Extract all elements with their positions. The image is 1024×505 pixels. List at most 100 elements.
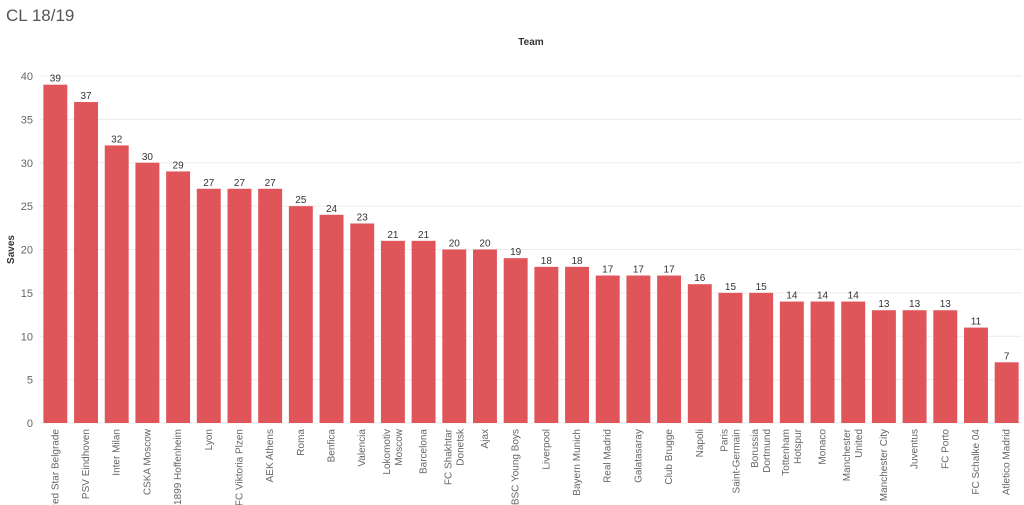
category-label-line: Borussia	[750, 429, 761, 468]
bar	[135, 162, 160, 423]
category-label-line: Liverpool	[541, 429, 552, 470]
data-label: 20	[449, 239, 461, 250]
category-label: FC Shakhtar Donetsk	[443, 428, 466, 485]
category-label: Paris Saint-Germain	[719, 429, 742, 493]
category-label-line: Monaco	[818, 429, 829, 465]
data-label: 39	[50, 74, 62, 85]
data-label: 13	[940, 299, 952, 310]
bar	[227, 188, 252, 423]
data-label: 17	[633, 265, 645, 276]
bar	[104, 145, 129, 423]
y-tick-label: 40	[21, 71, 33, 83]
category-label: Galatasaray	[633, 429, 644, 483]
bar	[442, 249, 467, 423]
data-label: 25	[295, 195, 307, 206]
category-label-line: BSC Young Boys	[511, 429, 522, 505]
bar	[933, 310, 958, 423]
data-label: 37	[80, 91, 92, 102]
data-label: 11	[971, 317, 982, 328]
data-label: 14	[817, 291, 829, 302]
data-label: 27	[203, 178, 215, 189]
category-label: Monaco	[818, 429, 829, 465]
category-label: Bayern Munich	[572, 429, 583, 496]
category-label-line: Dortmund	[762, 429, 773, 473]
data-label: 21	[418, 230, 430, 241]
category-label: Liverpool	[541, 429, 552, 470]
data-label: 20	[479, 239, 491, 250]
category-label-line: Hotspur	[793, 428, 804, 464]
y-tick-label: 35	[21, 114, 33, 126]
bar	[258, 188, 283, 423]
category-label-line: Saint-Germain	[731, 429, 742, 493]
bar	[749, 292, 774, 423]
category-label: Inter Milan	[112, 429, 123, 476]
category-label-line: Lokomotiv	[382, 429, 393, 475]
bar	[473, 249, 497, 423]
bar	[534, 266, 559, 423]
bar	[841, 301, 866, 423]
y-tick-label: 15	[21, 288, 33, 300]
category-label-line: AEK Athens	[265, 429, 276, 482]
category-label: Valencia	[357, 429, 368, 467]
category-label-line: Paris	[719, 429, 730, 452]
bar	[810, 301, 835, 423]
data-label: 24	[326, 204, 338, 215]
data-label: 15	[756, 282, 768, 293]
category-label-line: Benfica	[327, 429, 338, 463]
category-label-line: PSV Eindhoven	[81, 429, 92, 499]
bars	[43, 84, 1019, 424]
bar	[687, 284, 712, 423]
category-label-line: CSKA Moscow	[142, 428, 153, 495]
data-label: 13	[909, 299, 921, 310]
category-label: Manchester United	[842, 428, 865, 481]
category-label: Juventus	[910, 429, 921, 469]
category-label: Club Brugge	[664, 429, 675, 485]
category-label-line: Galatasaray	[633, 429, 644, 483]
category-label-line: Donetsk	[455, 428, 466, 466]
bar	[350, 223, 375, 423]
bar	[718, 292, 743, 423]
data-label: 18	[541, 256, 553, 267]
y-tick-label: 25	[21, 201, 33, 213]
data-label: 16	[694, 273, 706, 284]
data-labels: 39 37 32 30 29 27 27 27 25 24 23 21 21 20 20 19 18 18 17 17…	[50, 74, 1010, 363]
category-labels: Red Star Belgrade PSV Eindhoven Inter Mila…	[50, 428, 1012, 505]
y-tick-label: 0	[27, 418, 33, 430]
data-label: 17	[602, 265, 614, 276]
data-label: 32	[111, 134, 123, 145]
bar	[565, 266, 589, 423]
category-label-line: Tottenham	[781, 429, 792, 476]
y-axis-title: Saves	[6, 235, 17, 264]
category-label: Roma	[296, 429, 307, 456]
bar	[74, 102, 98, 424]
category-label-line: Ajax	[480, 429, 491, 448]
category-label-line: Atletico Madrid	[1002, 429, 1013, 495]
category-label: AEK Athens	[265, 429, 276, 482]
data-label: 27	[234, 178, 246, 189]
y-tick-label: 20	[21, 245, 33, 257]
category-label-line: Manchester City	[879, 429, 890, 501]
data-label: 15	[725, 282, 737, 293]
data-label: 30	[142, 152, 154, 163]
data-label: 18	[571, 256, 583, 267]
category-label-line: Red Star Belgrade	[50, 429, 61, 505]
category-label: Lyon	[204, 429, 215, 450]
category-label: Napoli	[695, 429, 706, 457]
data-label: 23	[357, 212, 369, 223]
category-label-line: Barcelona	[419, 429, 430, 474]
category-label-line: Inter Milan	[112, 429, 123, 476]
category-label-line: Roma	[296, 429, 307, 456]
data-label: 17	[664, 265, 676, 276]
category-label: Borussia Dortmund	[750, 429, 773, 473]
y-tick-label: 30	[21, 158, 33, 170]
category-label: Atletico Madrid	[1002, 429, 1013, 495]
category-label-line: Valencia	[357, 429, 368, 467]
bar	[626, 275, 651, 423]
category-label: Barcelona	[419, 429, 430, 474]
y-tick-label: 5	[27, 375, 33, 387]
category-label-line: Napoli	[695, 429, 706, 457]
data-label: 13	[878, 299, 890, 310]
bar	[43, 84, 68, 424]
category-label: CSKA Moscow	[142, 428, 153, 495]
bar	[380, 240, 405, 423]
